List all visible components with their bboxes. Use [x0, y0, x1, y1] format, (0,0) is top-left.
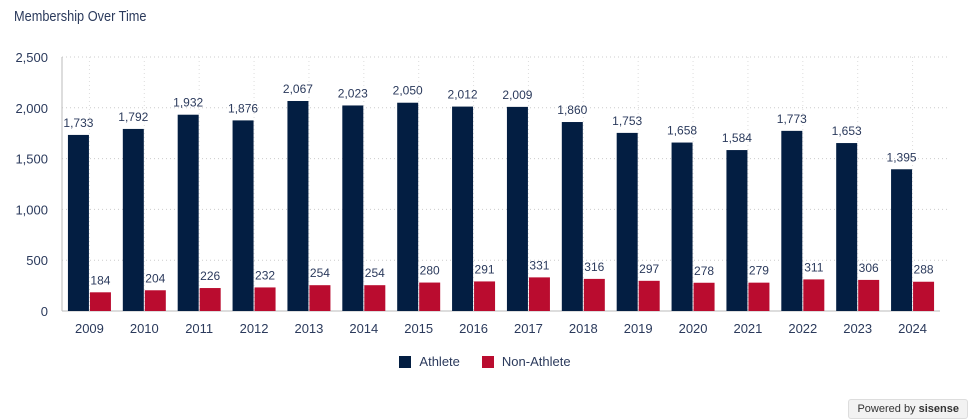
bar-athlete [726, 150, 748, 311]
x-tick-label: 2024 [898, 321, 927, 336]
data-label: 2,067 [283, 82, 313, 96]
bar-non-athlete [748, 282, 770, 311]
bar-athlete [122, 128, 144, 311]
bar-non-athlete [803, 279, 825, 311]
legend-item-non-athlete[interactable]: Non-Athlete [481, 354, 571, 369]
data-label: 1,792 [118, 110, 148, 124]
bar-athlete [561, 122, 583, 311]
y-tick-label: 1,000 [15, 202, 48, 217]
data-label: 1,932 [173, 96, 203, 110]
x-tick-label: 2020 [679, 321, 708, 336]
x-tick-label: 2015 [404, 321, 433, 336]
data-label: 291 [475, 262, 495, 276]
data-label: 331 [529, 258, 549, 272]
data-label: 254 [365, 266, 385, 280]
bar-non-athlete [693, 282, 715, 311]
bar-athlete [781, 130, 803, 311]
bar-non-athlete [638, 280, 660, 311]
x-tick-label: 2009 [75, 321, 104, 336]
data-label: 1,658 [667, 124, 697, 138]
bar-non-athlete [528, 277, 550, 311]
data-label: 278 [694, 264, 714, 278]
data-label: 254 [310, 266, 330, 280]
x-tick-label: 2010 [130, 321, 159, 336]
sisense-logo: sisense [918, 403, 959, 415]
bar-non-athlete [913, 281, 935, 311]
bar-athlete [616, 132, 638, 311]
bar-non-athlete [89, 292, 111, 311]
legend-swatch [481, 355, 494, 368]
y-tick-label: 500 [26, 253, 48, 268]
bar-non-athlete [254, 287, 276, 311]
bar-athlete [232, 120, 254, 311]
data-label: 2,050 [393, 84, 423, 98]
x-tick-label: 2012 [240, 321, 269, 336]
data-label: 184 [90, 273, 110, 287]
bar-athlete [671, 142, 693, 311]
data-label: 311 [804, 260, 823, 274]
data-label: 1,584 [722, 131, 752, 145]
data-label: 204 [145, 271, 165, 285]
data-label: 1,773 [777, 112, 807, 126]
bar-non-athlete [144, 290, 166, 311]
y-tick-label: 1,500 [15, 152, 48, 167]
x-tick-label: 2014 [349, 321, 378, 336]
x-tick-label: 2019 [624, 321, 653, 336]
y-tick-label: 0 [41, 304, 48, 319]
bar-athlete [397, 102, 419, 311]
legend: Athlete Non-Athlete [0, 354, 970, 369]
bar-non-athlete [309, 285, 331, 311]
x-tick-label: 2021 [733, 321, 762, 336]
data-label: 288 [914, 263, 934, 277]
x-tick-label: 2018 [569, 321, 598, 336]
data-label: 1,653 [832, 124, 862, 138]
data-label: 297 [639, 262, 659, 276]
bar-non-athlete [199, 288, 221, 311]
legend-label: Non-Athlete [501, 354, 571, 369]
y-tick-label: 2,500 [15, 50, 48, 65]
x-tick-label: 2013 [294, 321, 323, 336]
data-label: 316 [584, 260, 604, 274]
bar-athlete [506, 106, 528, 312]
powered-by-badge[interactable]: Powered by sisense [848, 399, 968, 419]
legend-label: Athlete [419, 354, 460, 369]
data-label: 232 [255, 268, 275, 282]
data-label: 1,876 [228, 101, 258, 115]
data-label: 2,012 [448, 88, 478, 102]
data-label: 1,753 [612, 114, 642, 128]
data-label: 306 [859, 261, 879, 275]
data-label: 280 [420, 264, 440, 278]
data-label: 1,395 [887, 150, 917, 164]
bar-non-athlete [474, 281, 496, 311]
legend-swatch [399, 355, 412, 368]
bar-non-athlete [419, 282, 441, 311]
bar-non-athlete [858, 279, 880, 311]
bar-athlete [177, 114, 199, 311]
data-label: 279 [749, 264, 769, 278]
x-tick-label: 2023 [843, 321, 872, 336]
bar-non-athlete [364, 285, 386, 311]
bar-athlete [67, 134, 89, 311]
data-label: 2,023 [338, 86, 368, 100]
data-label: 1,860 [557, 103, 587, 117]
bar-athlete [287, 100, 309, 311]
powered-by-text: Powered by [857, 403, 916, 415]
bar-athlete [836, 143, 858, 311]
y-tick-label: 2,000 [15, 101, 48, 116]
data-label: 2,009 [502, 88, 532, 102]
bar-athlete [452, 106, 474, 311]
chart-title: Membership Over Time [14, 8, 147, 25]
x-tick-label: 2011 [185, 321, 213, 336]
bar-athlete [342, 105, 364, 312]
bar-chart: 0 500 1,000 1,500 2,000 2,500 1,733 184 2009 1,79… [15, 50, 948, 336]
bar-athlete [891, 169, 913, 311]
data-label: 226 [200, 269, 220, 283]
x-tick-label: 2022 [788, 321, 817, 336]
x-tick-label: 2016 [459, 321, 488, 336]
legend-item-athlete[interactable]: Athlete [399, 354, 460, 369]
x-tick-label: 2017 [514, 321, 543, 336]
bar-non-athlete [583, 278, 605, 311]
data-label: 1,733 [63, 116, 93, 130]
